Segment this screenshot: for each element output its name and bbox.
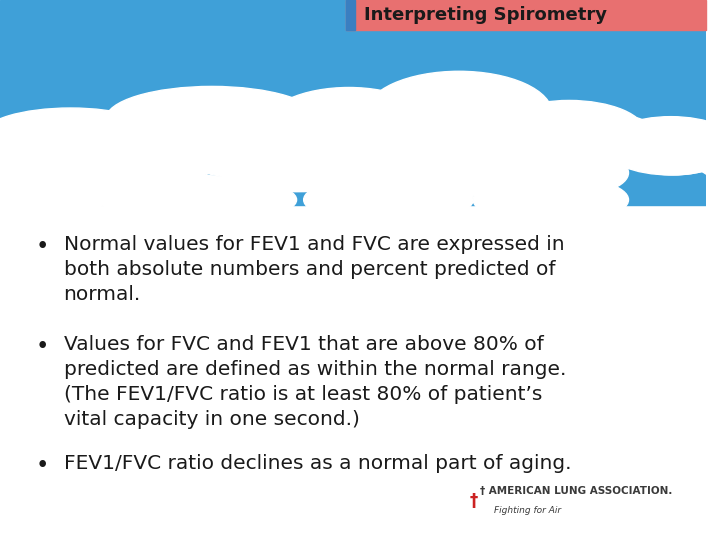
- Ellipse shape: [50, 146, 204, 200]
- Ellipse shape: [106, 86, 318, 151]
- Ellipse shape: [99, 176, 297, 224]
- Ellipse shape: [459, 124, 600, 178]
- Ellipse shape: [13, 118, 140, 177]
- Bar: [346, 0, 354, 30]
- Ellipse shape: [267, 140, 369, 184]
- Text: •: •: [35, 235, 49, 258]
- Ellipse shape: [493, 100, 645, 165]
- Text: Values for FVC and FEV1 that are above 80% of
predicted are defined as within th: Values for FVC and FEV1 that are above 8…: [63, 335, 566, 429]
- Ellipse shape: [311, 108, 466, 162]
- Ellipse shape: [89, 106, 229, 169]
- Ellipse shape: [366, 71, 552, 156]
- Ellipse shape: [473, 176, 629, 224]
- Ellipse shape: [408, 140, 510, 184]
- Text: Normal values for FEV1 and FVC are expressed in
both absolute numbers and percen: Normal values for FEV1 and FVC are expre…: [63, 235, 564, 304]
- Text: FEV1/FVC ratio declines as a normal part of aging.: FEV1/FVC ratio declines as a normal part…: [63, 454, 571, 472]
- Ellipse shape: [623, 132, 720, 175]
- Ellipse shape: [470, 123, 583, 175]
- Ellipse shape: [538, 112, 662, 168]
- Ellipse shape: [0, 176, 106, 224]
- Ellipse shape: [304, 176, 473, 224]
- Ellipse shape: [367, 146, 508, 200]
- Ellipse shape: [696, 143, 720, 181]
- Text: Interpreting Spirometry: Interpreting Spirometry: [364, 6, 607, 24]
- Ellipse shape: [264, 87, 433, 165]
- Text: Fighting for Air: Fighting for Air: [495, 506, 562, 515]
- Ellipse shape: [0, 108, 159, 162]
- Ellipse shape: [171, 113, 323, 178]
- Ellipse shape: [212, 132, 382, 192]
- Bar: [346, 0, 706, 30]
- Ellipse shape: [0, 138, 57, 186]
- Ellipse shape: [603, 117, 720, 175]
- Text: •: •: [35, 335, 49, 358]
- Text: † AMERICAN LUNG ASSOCIATION.: † AMERICAN LUNG ASSOCIATION.: [480, 487, 672, 496]
- Ellipse shape: [184, 128, 299, 177]
- Ellipse shape: [0, 148, 63, 197]
- Ellipse shape: [501, 148, 629, 197]
- Text: •: •: [35, 454, 49, 477]
- Bar: [0, 0, 706, 205]
- Ellipse shape: [357, 147, 448, 186]
- Text: †: †: [469, 492, 478, 510]
- Ellipse shape: [94, 123, 230, 181]
